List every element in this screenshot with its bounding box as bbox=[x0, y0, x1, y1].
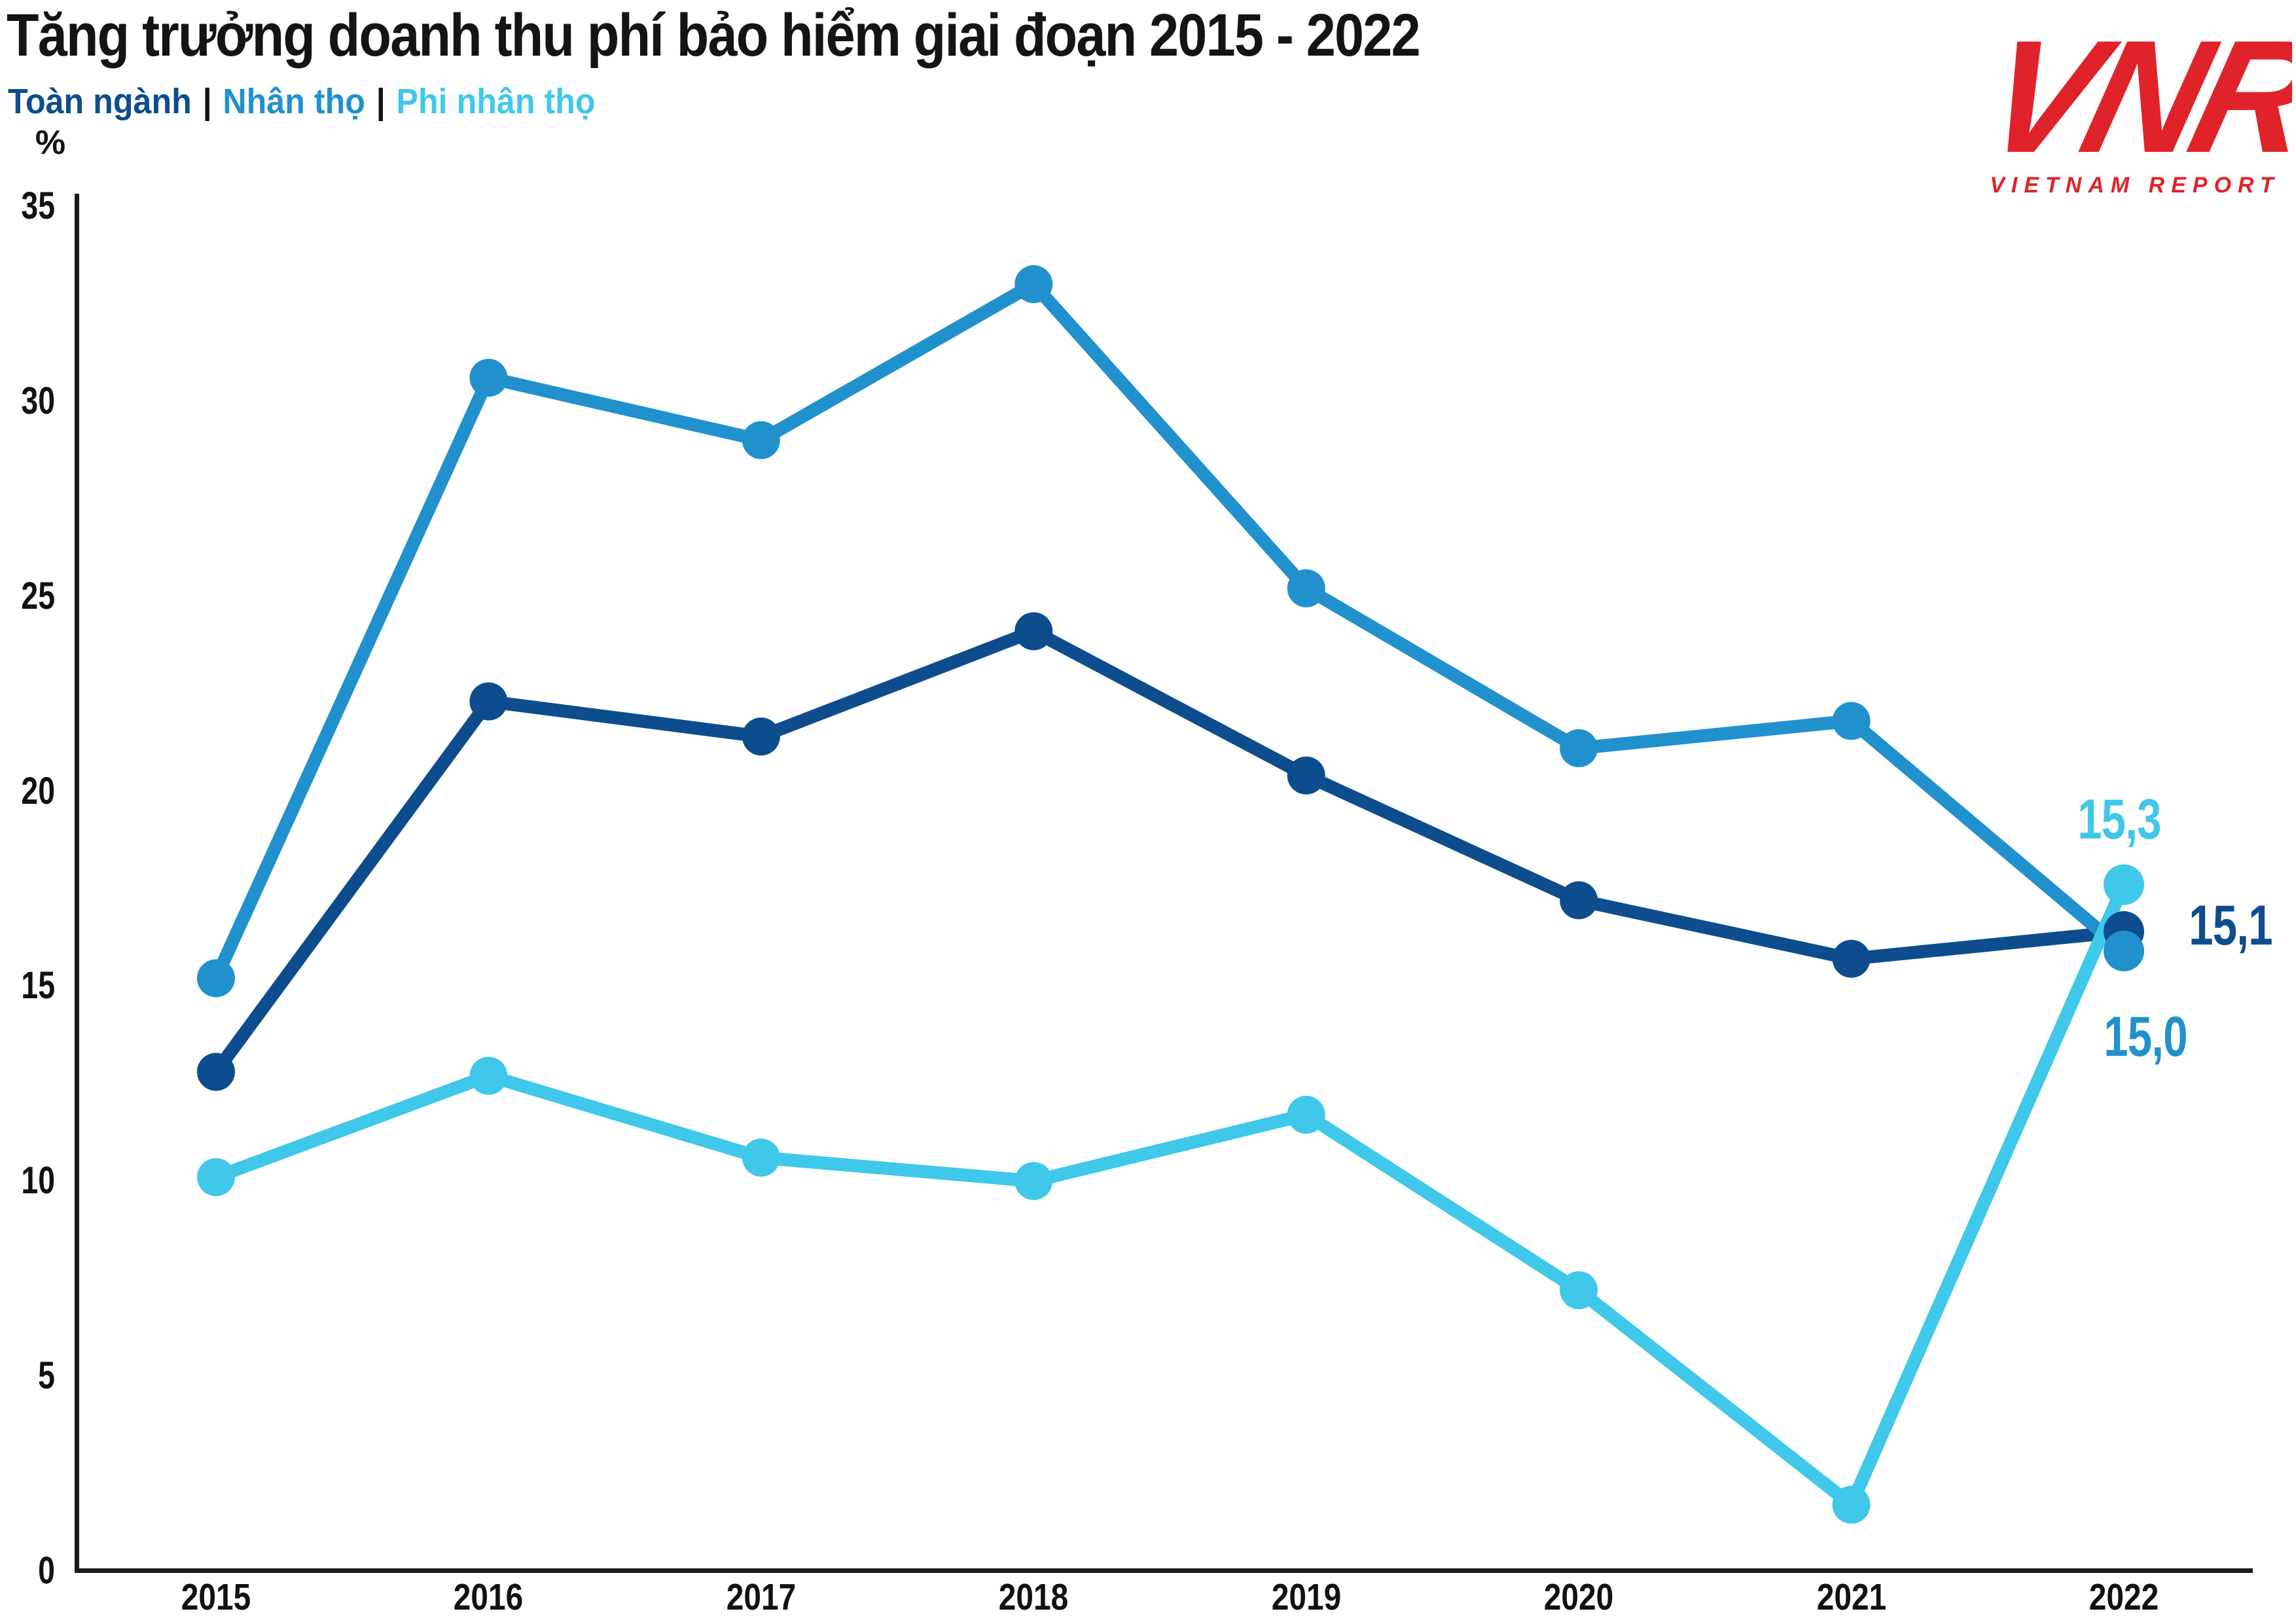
x-tick-label-2021: 2021 bbox=[1816, 1576, 1886, 1618]
data-point-phi-nhan-tho-2022 bbox=[2104, 864, 2145, 905]
x-tick-label-2022: 2022 bbox=[2089, 1576, 2159, 1618]
legend-item-phi-nhan-tho: Phi nhân thọ bbox=[396, 82, 596, 121]
y-tick-label-20: 20 bbox=[21, 769, 55, 812]
data-point-nhan-tho-2021 bbox=[1832, 702, 1871, 740]
y-tick-label-30: 30 bbox=[21, 379, 55, 422]
data-point-nhan-tho-2018 bbox=[1014, 265, 1053, 304]
data-point-phi-nhan-tho-2019 bbox=[1287, 1096, 1325, 1134]
legend-separator: | bbox=[202, 82, 212, 121]
data-point-toan-nganh-2018 bbox=[1014, 612, 1053, 651]
data-point-nhan-tho-2017 bbox=[742, 421, 780, 460]
data-point-nhan-tho-2020 bbox=[1560, 729, 1598, 768]
vietnam-report-logo: VNR VIETNAM REPORT bbox=[1978, 7, 2292, 198]
data-point-toan-nganh-2017 bbox=[742, 717, 780, 756]
y-tick-label-10: 10 bbox=[21, 1159, 55, 1202]
data-point-toan-nganh-2020 bbox=[1560, 881, 1598, 920]
end-value-label-nhan-tho: 15,0 bbox=[2104, 1005, 2187, 1068]
data-point-phi-nhan-tho-2015 bbox=[197, 1158, 235, 1197]
data-point-toan-nganh-2019 bbox=[1287, 756, 1325, 795]
data-point-toan-nganh-2016 bbox=[469, 682, 508, 721]
series-line-toan-nganh bbox=[209, 624, 2131, 1079]
x-tick-label-2016: 2016 bbox=[454, 1576, 524, 1618]
y-tick-label-35: 35 bbox=[21, 185, 55, 227]
x-tick-label-2018: 2018 bbox=[999, 1576, 1069, 1618]
data-point-phi-nhan-tho-2017 bbox=[742, 1138, 780, 1177]
data-point-phi-nhan-tho-2016 bbox=[469, 1056, 508, 1095]
data-point-toan-nganh-2015 bbox=[197, 1053, 235, 1091]
data-point-nhan-tho-2019 bbox=[1287, 569, 1325, 607]
data-point-nhan-tho-2015 bbox=[197, 959, 235, 998]
x-tick-label-2020: 2020 bbox=[1543, 1576, 1614, 1618]
end-value-label-phi-nhan-tho: 15,3 bbox=[2077, 787, 2161, 851]
series-line-phi-nhan-tho bbox=[209, 878, 2131, 1511]
data-point-phi-nhan-tho-2020 bbox=[1560, 1271, 1598, 1310]
data-point-phi-nhan-tho-2018 bbox=[1014, 1162, 1053, 1200]
y-axis-unit-label: % bbox=[35, 124, 66, 162]
chart-legend: Toàn ngành | Nhân thọ | Phi nhân thọ bbox=[8, 81, 596, 122]
x-tick-label-2019: 2019 bbox=[1271, 1576, 1341, 1618]
x-tick-label-2015: 2015 bbox=[181, 1576, 251, 1618]
y-tick-label-0: 0 bbox=[38, 1549, 55, 1592]
x-tick-label-2017: 2017 bbox=[726, 1576, 797, 1618]
logo-caption: VIETNAM REPORT bbox=[1990, 173, 2280, 198]
y-tick-label-15: 15 bbox=[21, 964, 55, 1007]
x-axis-line bbox=[75, 1568, 2253, 1573]
legend-item-nhan-tho: Nhân thọ bbox=[223, 82, 365, 121]
legend-separator: | bbox=[376, 82, 386, 121]
data-point-nhan-tho-2016 bbox=[469, 359, 508, 397]
page-title: Tăng trưởng doanh thu phí bảo hiểm giai … bbox=[7, 2, 1421, 69]
data-point-phi-nhan-tho-2021 bbox=[1832, 1485, 1871, 1524]
series-line-nhan-tho bbox=[209, 278, 2131, 985]
y-tick-label-5: 5 bbox=[38, 1354, 55, 1398]
logo-monogram: VNR bbox=[1978, 7, 2292, 186]
end-value-label-toan-nganh: 15,1 bbox=[2189, 894, 2272, 958]
y-axis-line bbox=[75, 194, 79, 1571]
data-point-nhan-tho-2022 bbox=[2104, 930, 2145, 971]
legend-item-toan-nganh: Toàn ngành bbox=[8, 82, 192, 121]
data-point-toan-nganh-2021 bbox=[1832, 939, 1871, 978]
y-tick-label-25: 25 bbox=[21, 574, 55, 617]
